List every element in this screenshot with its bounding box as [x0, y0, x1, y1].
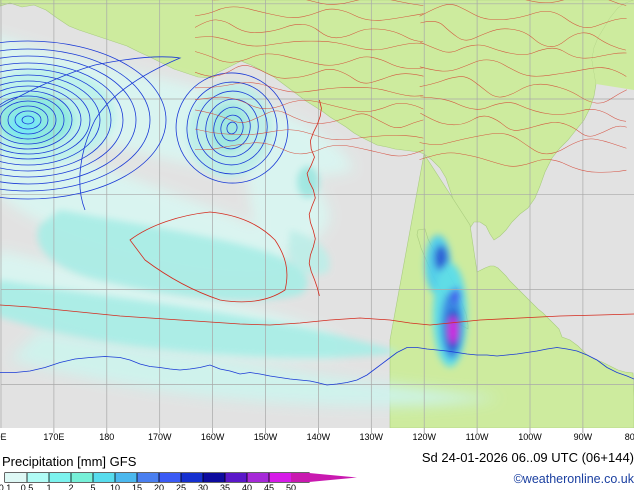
svg-text:45: 45 — [264, 483, 274, 490]
svg-text:5: 5 — [90, 483, 95, 490]
svg-text:50: 50 — [286, 483, 296, 490]
svg-text:40: 40 — [242, 483, 252, 490]
svg-text:10: 10 — [110, 483, 120, 490]
svg-text:90W: 90W — [574, 432, 593, 442]
svg-text:0E: 0E — [0, 432, 7, 442]
svg-text:80W: 80W — [625, 432, 634, 442]
svg-text:©weatheronline.co.uk: ©weatheronline.co.uk — [514, 472, 634, 486]
svg-text:1: 1 — [46, 483, 51, 490]
svg-text:180: 180 — [99, 432, 114, 442]
svg-text:15: 15 — [132, 483, 142, 490]
svg-text:25: 25 — [176, 483, 186, 490]
svg-text:110W: 110W — [466, 432, 489, 442]
svg-text:2: 2 — [68, 483, 73, 490]
svg-text:140W: 140W — [307, 432, 331, 442]
svg-text:30: 30 — [198, 483, 208, 490]
svg-text:20: 20 — [154, 483, 164, 490]
svg-text:150W: 150W — [254, 432, 278, 442]
svg-text:100W: 100W — [518, 432, 542, 442]
svg-text:0.5: 0.5 — [21, 483, 34, 490]
svg-text:0.1: 0.1 — [0, 483, 11, 490]
svg-text:160W: 160W — [201, 432, 225, 442]
svg-text:170W: 170W — [148, 432, 172, 442]
svg-text:Precipitation [mm] GFS: Precipitation [mm] GFS — [2, 454, 137, 469]
svg-text:120W: 120W — [412, 432, 436, 442]
svg-text:35: 35 — [220, 483, 230, 490]
svg-text:Sd 24-01-2026 06..09 UTC (06+1: Sd 24-01-2026 06..09 UTC (06+144) — [422, 450, 634, 465]
svg-text:170E: 170E — [43, 432, 64, 442]
svg-text:130W: 130W — [360, 432, 384, 442]
